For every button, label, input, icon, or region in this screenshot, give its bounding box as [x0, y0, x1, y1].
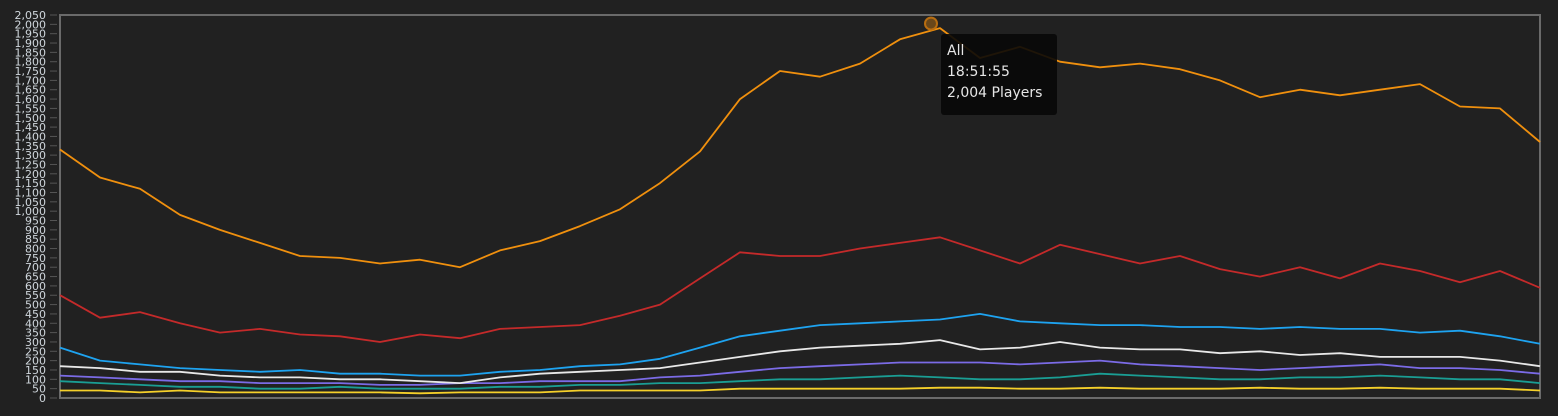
y-tick-label: 900 [25, 224, 46, 237]
tooltip-series: All [947, 43, 965, 59]
y-tick-label: 1,100 [15, 186, 47, 199]
y-tick-label: 1,800 [15, 56, 47, 69]
series-line [59, 359, 1541, 386]
y-tick-label: 1,600 [15, 93, 47, 106]
y-tick-label: 650 [25, 271, 46, 284]
series-lines [59, 27, 1541, 395]
y-tick-label: 1,400 [15, 130, 47, 143]
y-tick-label: 1,000 [15, 205, 47, 218]
y-tick-label: 200 [25, 355, 46, 368]
y-tick-label: 1,250 [15, 158, 47, 171]
plot-border [59, 14, 1541, 399]
y-tick-label: 1,500 [15, 112, 47, 125]
series-line-all [59, 27, 1541, 269]
y-tick-label: 750 [25, 252, 46, 265]
y-tick-label: 1,650 [15, 84, 47, 97]
y-tick-label: 500 [25, 299, 46, 312]
y-tick-label: 1,750 [15, 65, 47, 78]
y-tick-label: 550 [25, 289, 46, 302]
hover-marker[interactable] [924, 16, 938, 31]
tooltip: All 18:51:55 2,004 Players [941, 34, 1057, 115]
y-tick-label: 1,850 [15, 46, 47, 59]
y-tick-label: 400 [25, 317, 46, 330]
series-line [59, 236, 1541, 343]
y-tick-label: 1,450 [15, 121, 47, 134]
y-tick-label: 450 [25, 308, 46, 321]
y-tick-label: 2,050 [15, 9, 47, 22]
series-line [59, 312, 1541, 377]
y-tick-label: 800 [25, 243, 46, 256]
y-tick-label: 1,900 [15, 37, 47, 50]
tooltip-time: 18:51:55 [947, 64, 1010, 80]
series-line [59, 339, 1541, 385]
y-tick-label: 1,200 [15, 168, 47, 181]
y-tick-label: 50 [32, 383, 46, 396]
y-tick-label: 1,300 [15, 149, 47, 162]
series-line [60, 386, 1541, 395]
y-tick-label: 350 [25, 327, 46, 340]
y-tick-label: 950 [25, 215, 46, 228]
y-tick-label: 1,950 [15, 28, 47, 41]
y-tick-label: 1,350 [15, 140, 47, 153]
y-tick-label: 100 [25, 373, 46, 386]
series-line [59, 372, 1541, 390]
y-axis: 0501001502002503003504004505005506006507… [15, 9, 57, 405]
y-tick-label: 300 [25, 336, 46, 349]
y-tick-label: 600 [25, 280, 46, 293]
y-tick-label: 1,700 [15, 74, 47, 87]
y-tick-label: 150 [25, 364, 46, 377]
y-tick-label: 2,000 [15, 18, 47, 31]
y-tick-label: 1,550 [15, 102, 47, 115]
y-tick-label: 700 [25, 261, 46, 274]
y-tick-label: 1,150 [15, 177, 47, 190]
y-tick-label: 250 [25, 345, 46, 358]
y-tick-label: 850 [25, 233, 46, 246]
y-tick-label: 0 [39, 392, 46, 405]
tooltip-value: 2,004 Players [947, 85, 1043, 101]
y-tick-label: 1,050 [15, 196, 47, 209]
